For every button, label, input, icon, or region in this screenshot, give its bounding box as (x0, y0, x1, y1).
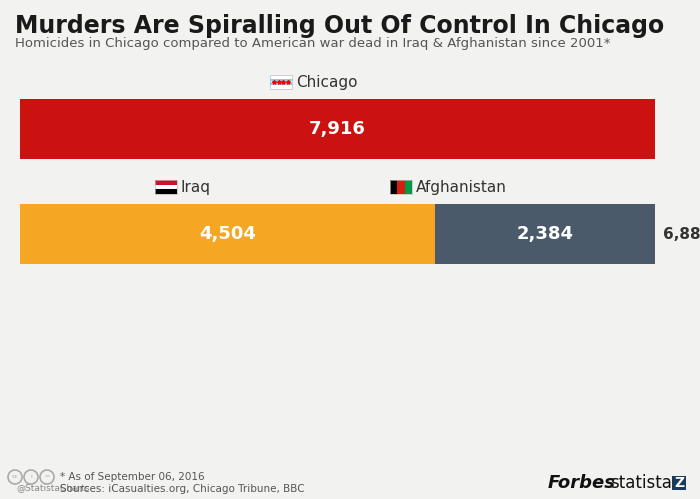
Text: Sources: iCasualties.org, Chicago Tribune, BBC: Sources: iCasualties.org, Chicago Tribun… (60, 484, 304, 494)
Text: statista: statista (610, 474, 672, 492)
FancyBboxPatch shape (20, 99, 655, 159)
FancyBboxPatch shape (398, 180, 405, 194)
FancyBboxPatch shape (390, 180, 398, 194)
Text: Chicago: Chicago (296, 74, 358, 89)
Text: Iraq: Iraq (181, 180, 211, 195)
FancyBboxPatch shape (20, 204, 435, 264)
FancyBboxPatch shape (155, 189, 177, 194)
Text: Murders Are Spiralling Out Of Control In Chicago: Murders Are Spiralling Out Of Control In… (15, 14, 664, 38)
FancyBboxPatch shape (270, 79, 292, 81)
FancyBboxPatch shape (435, 204, 655, 264)
Text: Z: Z (674, 476, 684, 490)
Text: cc: cc (11, 475, 18, 480)
FancyBboxPatch shape (270, 82, 292, 84)
Text: 6,888: 6,888 (663, 227, 700, 242)
FancyBboxPatch shape (270, 75, 292, 89)
Text: =: = (44, 475, 50, 480)
Text: Afghanistan: Afghanistan (416, 180, 507, 195)
FancyBboxPatch shape (155, 180, 177, 185)
Text: Homicides in Chicago compared to American war dead in Iraq & Afghanistan since 2: Homicides in Chicago compared to America… (15, 37, 610, 50)
Text: Forbes: Forbes (548, 474, 616, 492)
Text: * As of September 06, 2016: * As of September 06, 2016 (60, 472, 204, 482)
FancyBboxPatch shape (405, 180, 412, 194)
Text: i: i (30, 475, 32, 480)
FancyBboxPatch shape (672, 476, 686, 490)
Text: 2,384: 2,384 (517, 225, 573, 243)
FancyBboxPatch shape (155, 185, 177, 189)
Text: 4,504: 4,504 (199, 225, 256, 243)
Text: @StatistaCharts: @StatistaCharts (16, 484, 90, 493)
Text: 7,916: 7,916 (309, 120, 366, 138)
